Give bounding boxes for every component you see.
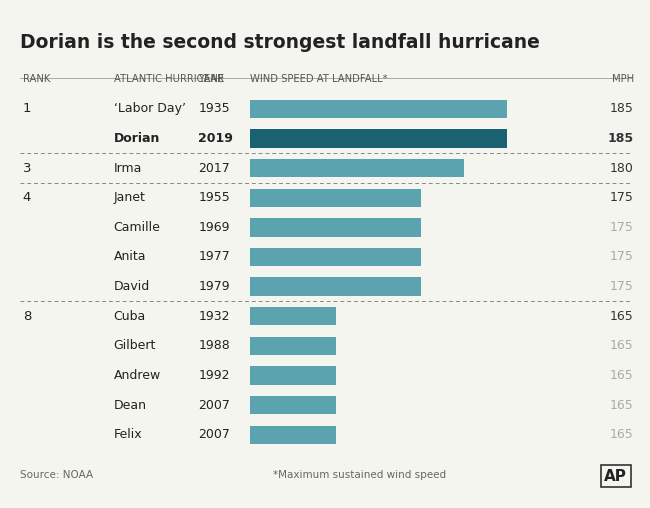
Text: 165: 165 <box>610 310 634 323</box>
Text: Source: NOAA: Source: NOAA <box>20 470 92 480</box>
Text: 2019: 2019 <box>198 132 233 145</box>
Text: 165: 165 <box>610 339 634 353</box>
Text: 180: 180 <box>610 162 634 175</box>
Text: RANK: RANK <box>23 74 50 84</box>
Text: Gilbert: Gilbert <box>114 339 156 353</box>
Text: YEAR: YEAR <box>198 74 224 84</box>
Text: 165: 165 <box>610 399 634 411</box>
Text: WIND SPEED AT LANDFALL*: WIND SPEED AT LANDFALL* <box>250 74 388 84</box>
Text: 1969: 1969 <box>198 221 229 234</box>
Text: 2007: 2007 <box>198 428 230 441</box>
Text: *Maximum sustained wind speed: *Maximum sustained wind speed <box>273 470 446 480</box>
Text: 2017: 2017 <box>198 162 230 175</box>
Text: Andrew: Andrew <box>114 369 161 382</box>
Text: 1977: 1977 <box>198 250 230 264</box>
Text: 175: 175 <box>610 250 634 264</box>
Text: Dean: Dean <box>114 399 147 411</box>
Text: ‘Labor Day’: ‘Labor Day’ <box>114 102 186 115</box>
Text: Dorian: Dorian <box>114 132 160 145</box>
Text: 175: 175 <box>610 191 634 204</box>
Text: 1932: 1932 <box>198 310 229 323</box>
Text: Irma: Irma <box>114 162 142 175</box>
Text: Janet: Janet <box>114 191 146 204</box>
Text: ATLANTIC HURRICANE: ATLANTIC HURRICANE <box>114 74 224 84</box>
Text: Felix: Felix <box>114 428 142 441</box>
Text: 1935: 1935 <box>198 102 230 115</box>
Text: 1955: 1955 <box>198 191 230 204</box>
Text: 1: 1 <box>23 102 31 115</box>
Text: AP: AP <box>604 468 627 484</box>
Text: 165: 165 <box>610 428 634 441</box>
Text: MPH: MPH <box>612 74 634 84</box>
Text: 1979: 1979 <box>198 280 230 293</box>
Text: 165: 165 <box>610 369 634 382</box>
Text: 3: 3 <box>23 162 31 175</box>
Text: Camille: Camille <box>114 221 161 234</box>
Text: 185: 185 <box>608 132 634 145</box>
Text: 175: 175 <box>610 280 634 293</box>
Text: 4: 4 <box>23 191 31 204</box>
Text: David: David <box>114 280 150 293</box>
Text: 2007: 2007 <box>198 399 230 411</box>
Text: Anita: Anita <box>114 250 146 264</box>
Text: 1992: 1992 <box>198 369 229 382</box>
Text: 8: 8 <box>23 310 31 323</box>
Text: 175: 175 <box>610 221 634 234</box>
Text: 185: 185 <box>610 102 634 115</box>
Text: Cuba: Cuba <box>114 310 146 323</box>
Text: 1988: 1988 <box>198 339 230 353</box>
Text: Dorian is the second strongest landfall hurricane: Dorian is the second strongest landfall … <box>20 33 540 52</box>
